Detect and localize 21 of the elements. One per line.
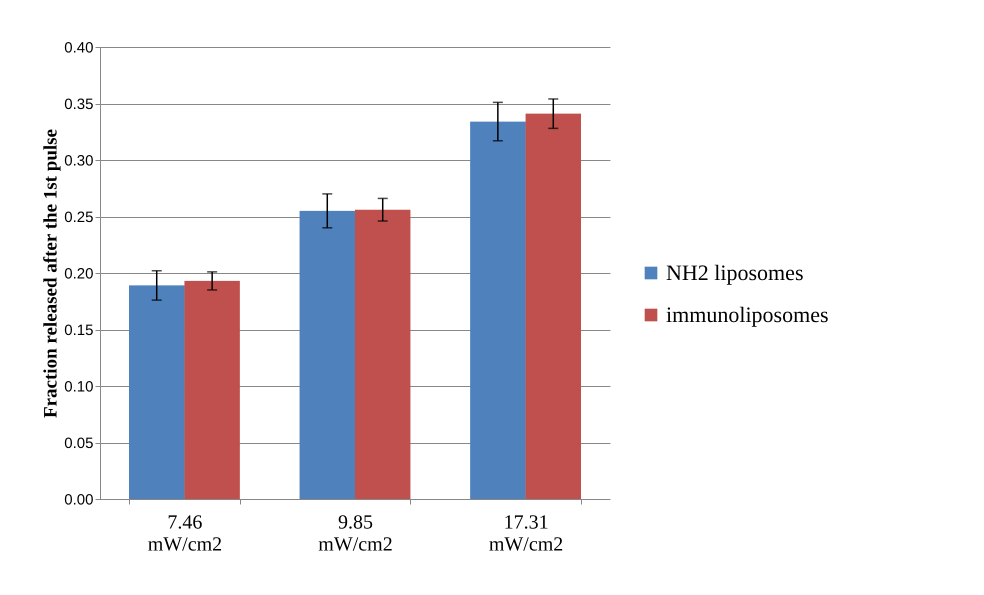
x-tick-label: 7.46 mW/cm2: [148, 512, 222, 556]
y-tick-label: 0.30: [64, 152, 94, 170]
bar: [470, 122, 526, 499]
y-tick-label: 0.00: [64, 492, 94, 508]
y-tick-label: 0.35: [64, 96, 94, 113]
x-tick-label: 9.85 mW/cm2: [318, 512, 393, 556]
x-tick-label: 17.31 mW/cm2: [488, 512, 564, 556]
legend-label: NH2 liposomes: [666, 260, 804, 285]
bar: [300, 210, 355, 499]
y-tick-label: 0.15: [64, 322, 94, 339]
bar: [355, 210, 410, 499]
bar: [128, 285, 184, 499]
bar: [526, 114, 582, 499]
y-tick-label: 0.40: [64, 40, 94, 56]
y-tick-label: 0.25: [64, 209, 94, 226]
y-tick-label: 0.20: [64, 266, 94, 282]
y-tick-label: 0.10: [64, 378, 94, 396]
y-axis-title: Fraction released after the 1st pulse: [40, 129, 62, 418]
y-tick-label: 0.05: [64, 435, 94, 452]
legend-label: immunoliposomes: [666, 302, 829, 327]
bar: [184, 280, 240, 499]
